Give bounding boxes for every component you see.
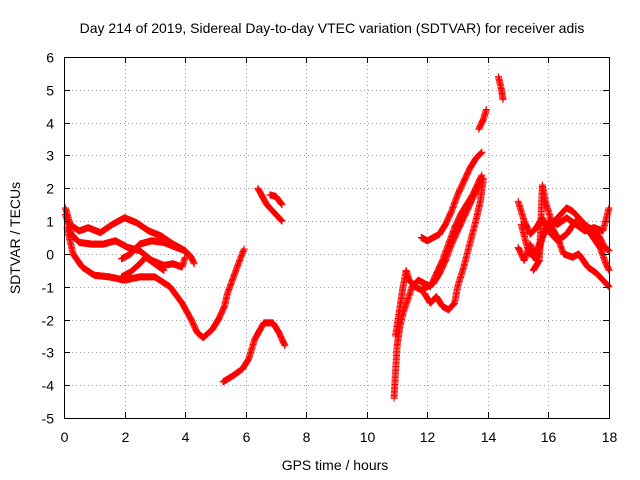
data-point-marker — [278, 201, 286, 209]
y-tick-label: 6 — [46, 50, 54, 66]
data-marks — [62, 73, 613, 402]
y-tick-label: -2 — [42, 313, 55, 329]
y-axis-label: SDTVAR / TECUs — [7, 182, 23, 294]
data-point-marker — [278, 217, 286, 225]
data-point-marker — [181, 253, 189, 261]
series-track-4 — [118, 237, 195, 263]
data-point-marker — [277, 216, 285, 224]
series-track-10 — [392, 174, 486, 340]
data-point-marker — [281, 342, 289, 350]
x-tick-label: 16 — [541, 429, 557, 445]
data-point-marker — [477, 149, 485, 157]
series-track-11 — [417, 148, 486, 245]
y-tick-label: -5 — [42, 411, 55, 427]
series-track-6 — [219, 319, 289, 386]
x-tick-label: 4 — [182, 429, 190, 445]
data-point-marker — [477, 149, 485, 157]
data-point-marker — [277, 217, 285, 225]
data-point-marker — [187, 253, 195, 261]
y-tick-label: 4 — [46, 116, 54, 132]
x-tick-label: 18 — [602, 429, 618, 445]
data-point-marker — [277, 199, 285, 207]
series-track-2 — [62, 211, 189, 271]
x-tick-label: 12 — [420, 429, 436, 445]
series-track-14 — [494, 73, 507, 104]
x-tick-label: 6 — [243, 429, 251, 445]
series-track-7 — [254, 184, 286, 225]
y-tick-label: 5 — [46, 83, 54, 99]
series-track-13 — [475, 106, 490, 133]
data-point-marker — [476, 150, 484, 158]
x-tick-label: 8 — [303, 429, 311, 445]
chart-title: Day 214 of 2019, Sidereal Day-to-day VTE… — [80, 20, 585, 36]
y-tick-label: 1 — [46, 214, 54, 230]
data-point-marker — [482, 106, 490, 114]
data-point-marker — [479, 174, 487, 182]
data-point-marker — [186, 252, 194, 260]
data-point-marker — [160, 266, 168, 274]
series-track-8 — [266, 191, 286, 209]
data-point-marker — [277, 200, 285, 208]
y-tick-label: -4 — [42, 378, 55, 394]
data-point-marker — [186, 252, 194, 260]
data-point-marker — [604, 282, 612, 290]
x-tick-label: 10 — [360, 429, 376, 445]
data-point-marker — [281, 341, 289, 349]
y-tick-label: -1 — [42, 280, 55, 296]
data-point-marker — [190, 260, 198, 268]
x-tick-label: 2 — [122, 429, 130, 445]
plot-frame — [64, 57, 610, 419]
x-tick-label: 14 — [481, 429, 497, 445]
x-axis-label: GPS time / hours — [282, 457, 389, 473]
y-tick-label: -3 — [42, 345, 55, 361]
y-tick-label: 2 — [46, 181, 54, 197]
x-tick-label: 0 — [61, 429, 69, 445]
data-point-marker — [478, 148, 486, 156]
series-track-18 — [529, 181, 613, 274]
data-point-marker — [449, 301, 457, 309]
series-track-5 — [118, 253, 168, 281]
data-point-marker — [190, 259, 198, 267]
y-tick-label: 0 — [46, 247, 54, 263]
data-point-marker — [187, 253, 195, 261]
data-point-marker — [240, 245, 248, 253]
data-point-marker — [534, 258, 542, 266]
data-point-marker — [240, 246, 248, 254]
data-point-marker — [604, 265, 612, 273]
y-tick-label: 3 — [46, 148, 54, 164]
data-point-marker — [499, 96, 507, 104]
data-point-marker — [276, 215, 284, 223]
data-point-marker — [244, 357, 252, 365]
series-track-12 — [420, 174, 487, 314]
